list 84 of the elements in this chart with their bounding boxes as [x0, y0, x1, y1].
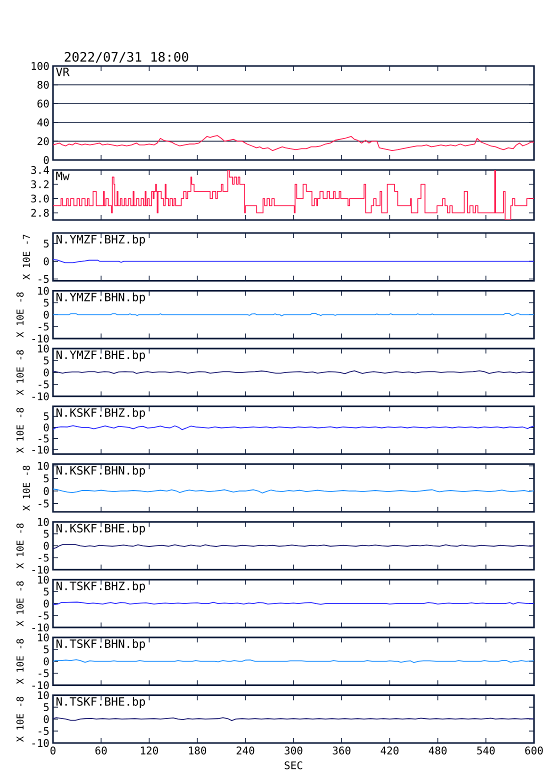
y-axis-title: X 10E -8 [16, 639, 24, 684]
y-tick-label: 10 [38, 462, 49, 470]
y-tick-label: 0 [44, 156, 49, 164]
y-tick-label: 5 [44, 588, 49, 596]
y-axis-title: X 10E -8 [16, 292, 24, 338]
y-axis-title: X 10E -8 [16, 696, 24, 742]
y-tick-label: 5 [44, 356, 49, 364]
y-tick-label: 0 [44, 542, 49, 550]
y-tick-label: -5 [38, 554, 49, 562]
y-tick-label: 0 [44, 487, 49, 495]
x-tick-label: 420 [380, 746, 398, 754]
y-tick-label: 100 [32, 62, 49, 70]
x-tick-label: 540 [477, 746, 495, 754]
y-tick-label: -5 [38, 500, 49, 508]
y-tick-label: 10 [38, 344, 49, 353]
chart-title: N.YMZF.BHZ.bp [56, 234, 145, 246]
y-tick-label: 80 [38, 80, 49, 89]
x-tick-label: 360 [332, 746, 350, 754]
y-tick-label: 0 [44, 257, 49, 266]
y-axis-title: X 10E -8 [16, 350, 24, 396]
chart-title: N.TSKF.BHN.bp [56, 639, 145, 650]
y-tick-label: 5 [44, 703, 49, 712]
y-tick-label: -10 [32, 623, 49, 632]
y-tick-label: 0 [44, 657, 49, 666]
chart-title: Mw [56, 172, 70, 180]
x-tick-label: 60 [95, 746, 107, 754]
chart-title: N.KSKF.BHZ.bp [56, 408, 145, 420]
y-tick-label: -5 [38, 275, 49, 283]
y-tick-label: -10 [32, 566, 49, 574]
chart-title: VR [56, 68, 70, 76]
chart-title: N.YMZF.BHN.bp [56, 292, 145, 304]
y-tick-label: -10 [32, 681, 49, 690]
y-tick-label: 5 [44, 298, 49, 307]
y-axis-title: X 10E -8 [16, 524, 24, 569]
y-tick-label: 0 [44, 310, 49, 319]
x-tick-label: 240 [236, 746, 254, 754]
y-tick-label: -5 [38, 669, 49, 678]
y-tick-label: -10 [32, 392, 49, 400]
y-tick-label: 5 [44, 412, 49, 420]
y-tick-label: 10 [38, 691, 49, 700]
y-tick-label: 2.8 [31, 208, 49, 217]
y-axis-title: X 10E -8 [16, 581, 24, 626]
x-tick-label: 120 [140, 746, 158, 754]
y-tick-label: 3.4 [31, 166, 49, 174]
y-tick-label: 10 [38, 518, 49, 526]
y-tick-label: -10 [32, 739, 49, 747]
y-tick-label: 0 [44, 600, 49, 608]
x-tick-label: 600 [525, 746, 543, 754]
x-tick-label: 480 [428, 746, 447, 754]
x-axis-title: SEC [284, 761, 302, 770]
y-tick-label: 20 [38, 137, 49, 146]
y-tick-label: -5 [38, 434, 49, 442]
chart-title: N.TSKF.BHZ.bp [56, 581, 145, 592]
y-tick-label: 60 [38, 100, 49, 108]
chart-title: N.KSKF.BHE.bp [56, 524, 145, 535]
y-tick-label: 10 [38, 286, 49, 295]
y-tick-label: 5 [44, 474, 49, 482]
y-tick-label: -5 [38, 380, 49, 388]
text: 2022/07/31 18:00 [64, 52, 188, 63]
y-tick-label: 5 [44, 530, 49, 538]
chart-title: N.YMZF.BHE.bp [56, 350, 145, 362]
y-tick-label: 5 [44, 645, 49, 654]
y-tick-label: 0 [44, 423, 49, 432]
chart-title: N.KSKF.BHN.bp [56, 466, 145, 477]
y-axis-title: X 10E -7 [22, 234, 30, 280]
y-tick-label: -5 [38, 322, 49, 330]
y-tick-label: 3.0 [31, 194, 49, 203]
x-tick-label: 300 [284, 746, 302, 754]
y-tick-label: -5 [38, 612, 49, 620]
y-tick-label: -5 [38, 727, 49, 735]
y-axis-title: X 10E -8 [22, 466, 30, 511]
y-tick-label: 40 [37, 118, 49, 126]
y-tick-label: 0 [44, 368, 49, 376]
y-tick-label: 10 [38, 576, 49, 584]
y-tick-label: 5 [44, 240, 49, 248]
y-tick-label: 3.2 [31, 180, 49, 188]
y-tick-label: -10 [32, 334, 49, 343]
chart-title: N.TSKF.BHE.bp [56, 696, 145, 708]
y-axis-title: X 10E -8 [16, 408, 24, 454]
y-tick-label: -10 [32, 446, 49, 454]
y-tick-label: 10 [38, 633, 49, 642]
x-tick-label: 180 [189, 746, 206, 754]
x-tick-label: 0 [50, 746, 56, 754]
y-tick-label: 0 [44, 715, 49, 724]
